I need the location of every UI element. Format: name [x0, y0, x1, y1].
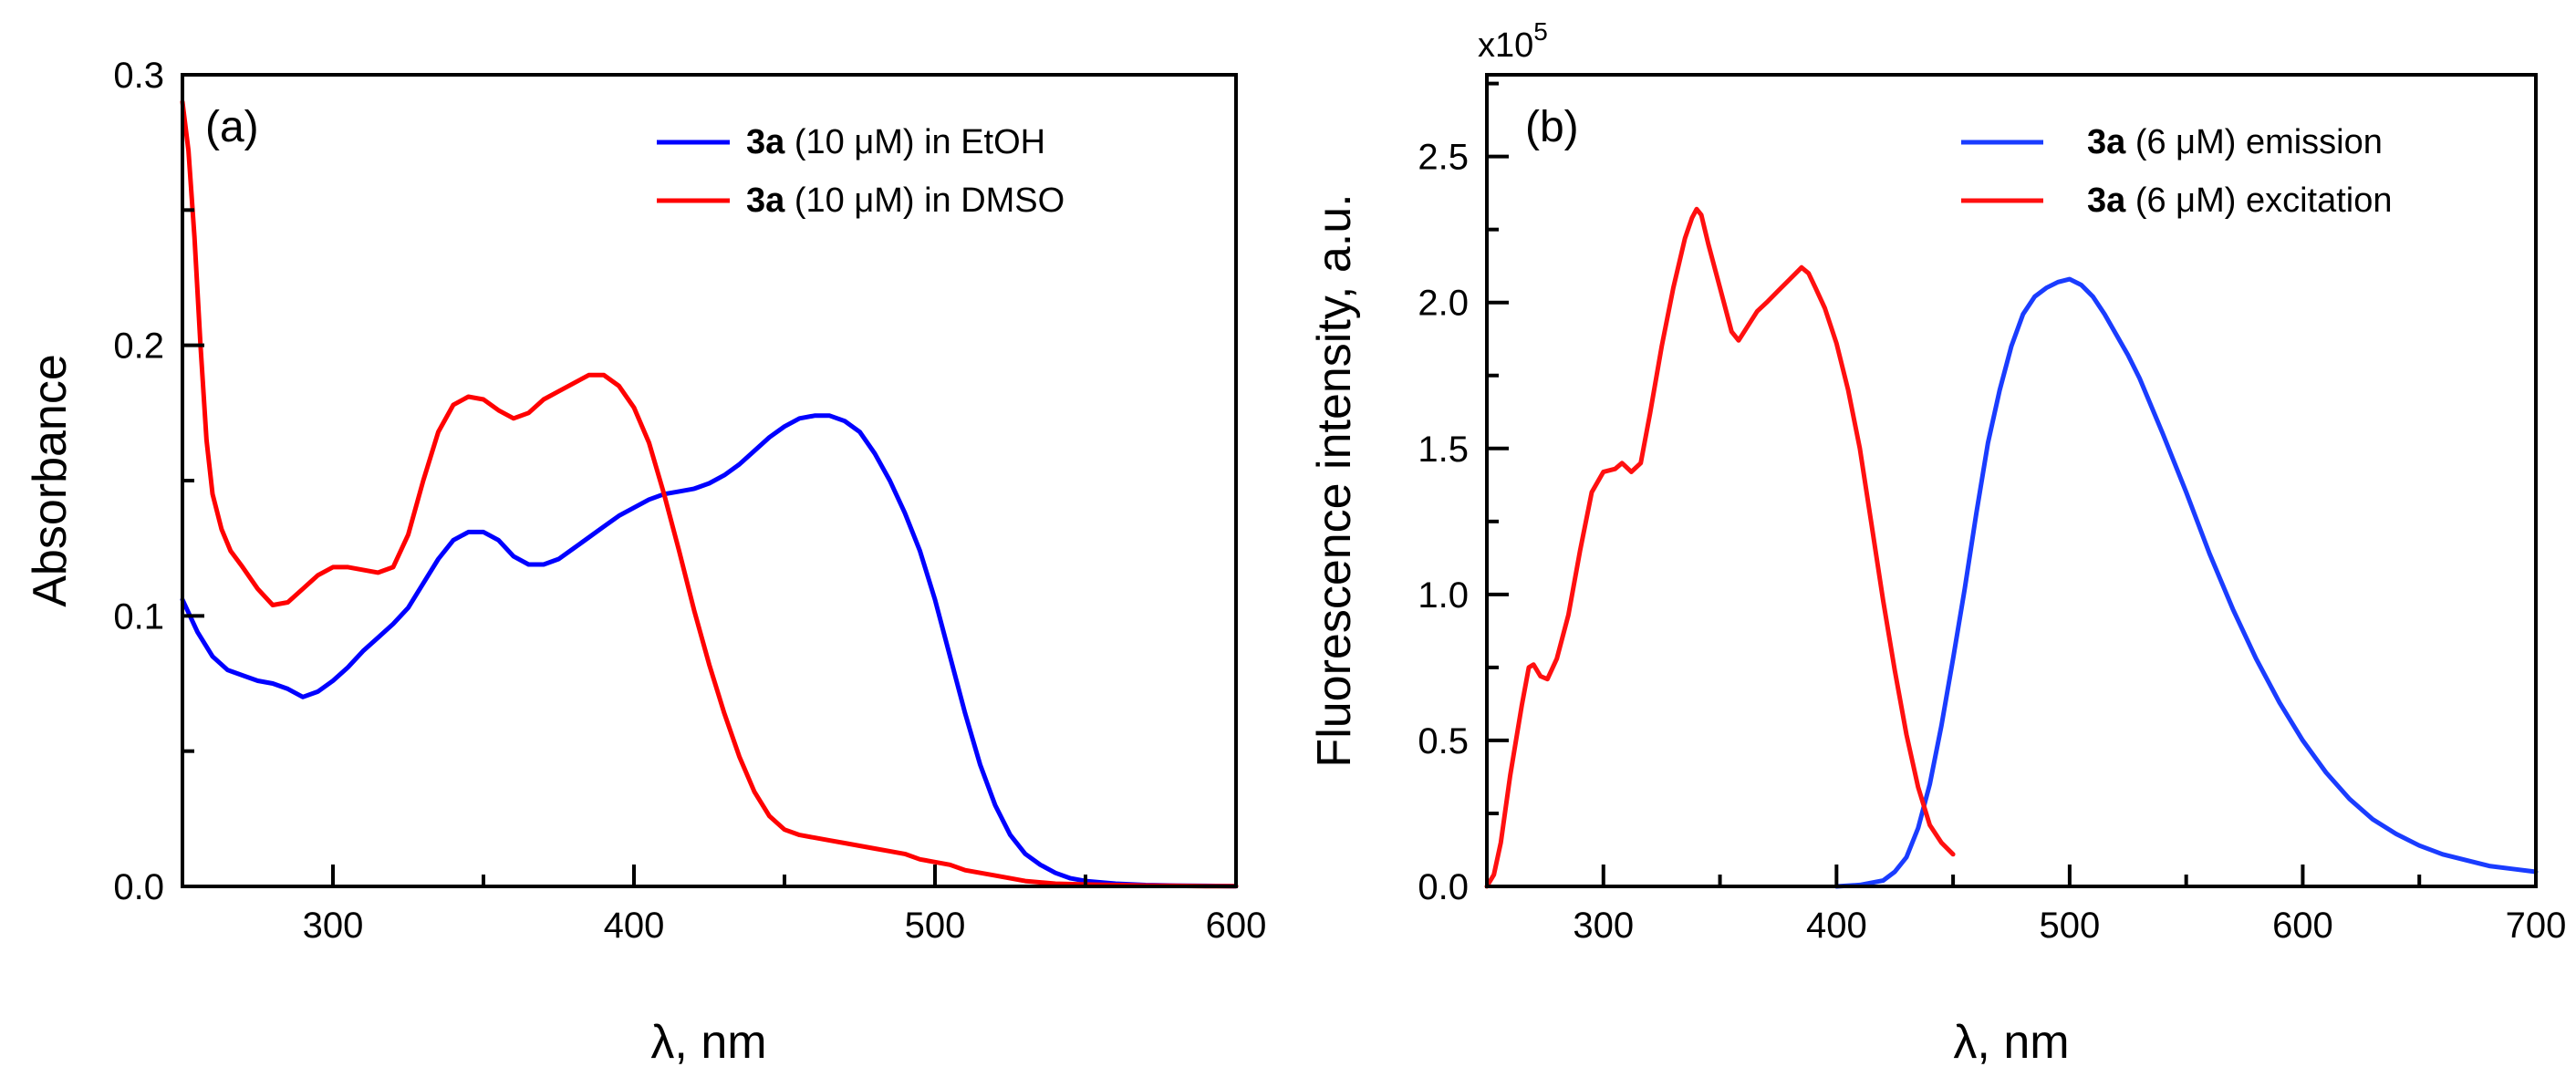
panel-a-legend-entry-1: 3a (10 μM) in EtOH — [746, 123, 1045, 161]
panel-b-x-tick-label-500: 500 — [2040, 906, 2101, 946]
panel-a-absorbance-chart: 300 400 500 600 0.0 0.1 0.2 0.3 (a) 3a (10 μM) … — [24, 56, 1266, 1069]
panel-a-series-group — [180, 99, 1239, 889]
panel-b-y-axis-title: Fluorescence intensity, a.u. — [1308, 193, 1361, 767]
panel-b-y-tick-label-0.5: 0.5 — [1418, 721, 1469, 761]
panel-b-y-multiplier: x105 — [1478, 17, 1548, 65]
panel-a-y-tick-label-0.1: 0.1 — [113, 596, 164, 637]
panel-b-series-line-2 — [1484, 206, 1956, 889]
panel-b-y-multiplier-base: x10 — [1478, 26, 1533, 65]
panel-b-x-tick-label-300: 300 — [1573, 906, 1634, 946]
panel-b-y-tick-label-2.0: 2.0 — [1418, 284, 1469, 324]
panel-b-legend-entry-1: 3a (6 μM) emission — [2087, 123, 2383, 161]
panel-a-y-tick-label-0.2: 0.2 — [113, 326, 164, 367]
panel-a-y-tick-label-0.3: 0.3 — [113, 56, 164, 96]
panel-b-y-tick-label-1.0: 1.0 — [1418, 575, 1469, 616]
panel-b-x-tick-label-400: 400 — [1806, 906, 1867, 946]
panel-a-y-tick-label-0.0: 0.0 — [113, 867, 164, 907]
panel-b-legend-desc-1: (6 μM) emission — [2125, 123, 2383, 161]
panel-a-legend-desc-1: (10 μM) in EtOH — [784, 123, 1045, 161]
panel-a-plot-frame — [181, 73, 1238, 888]
panel-b-ticks: 300 400 500 600 700 0.0 0.5 1.0 1.5 2.0 2.5 — [1418, 81, 2567, 946]
panel-b-legend-entry-2: 3a (6 μM) excitation — [2087, 181, 2392, 220]
panel-a-legend-entry-2: 3a (10 μM) in DMSO — [746, 181, 1065, 220]
panel-b-series-line-1 — [1833, 276, 2539, 889]
panel-a-legend-compound-1: 3a — [746, 123, 785, 161]
panel-b-legend-desc-2: (6 μM) excitation — [2125, 181, 2392, 220]
panel-b-fluorescence-chart: 300 400 500 600 700 0.0 0.5 1.0 1.5 2.0 2.5 (b) x1… — [1308, 17, 2566, 1069]
panel-b-legend-compound-1: 3a — [2087, 123, 2126, 161]
panel-a-x-tick-label-400: 400 — [604, 906, 665, 946]
panel-a-legend-compound-2: 3a — [746, 181, 785, 220]
panel-b-x-tick-label-700: 700 — [2506, 906, 2567, 946]
panel-b-y-multiplier-exponent: 5 — [1533, 17, 1548, 46]
panel-a-y-axis-title: Absorbance — [24, 354, 77, 607]
panel-a-series-line-1 — [180, 413, 1239, 889]
panel-a-x-tick-label-600: 600 — [1206, 906, 1267, 946]
panel-a-label: (a) — [205, 103, 259, 151]
panel-b-x-tick-label-600: 600 — [2272, 906, 2333, 946]
panel-a-series-line-2 — [180, 99, 1239, 889]
panel-a-x-axis-title: λ, nm — [650, 1016, 766, 1069]
panel-b-y-tick-label-2.5: 2.5 — [1418, 138, 1469, 178]
panel-a-x-tick-label-500: 500 — [905, 906, 966, 946]
panel-b-legend-compound-2: 3a — [2087, 181, 2126, 220]
panel-a-legend-desc-2: (10 μM) in DMSO — [784, 181, 1065, 220]
panel-b-label: (b) — [1525, 103, 1579, 151]
panel-a-x-tick-label-300: 300 — [303, 906, 364, 946]
panel-b-series-group — [1484, 206, 2539, 889]
panel-b-plot-frame — [1485, 73, 2538, 888]
panel-b-y-tick-label-0.0: 0.0 — [1418, 867, 1469, 907]
panel-b-x-axis-title: λ, nm — [1953, 1016, 2069, 1069]
panel-a-ticks: 300 400 500 600 0.0 0.1 0.2 0.3 — [113, 56, 1266, 946]
panel-b-y-tick-label-1.5: 1.5 — [1418, 430, 1469, 470]
